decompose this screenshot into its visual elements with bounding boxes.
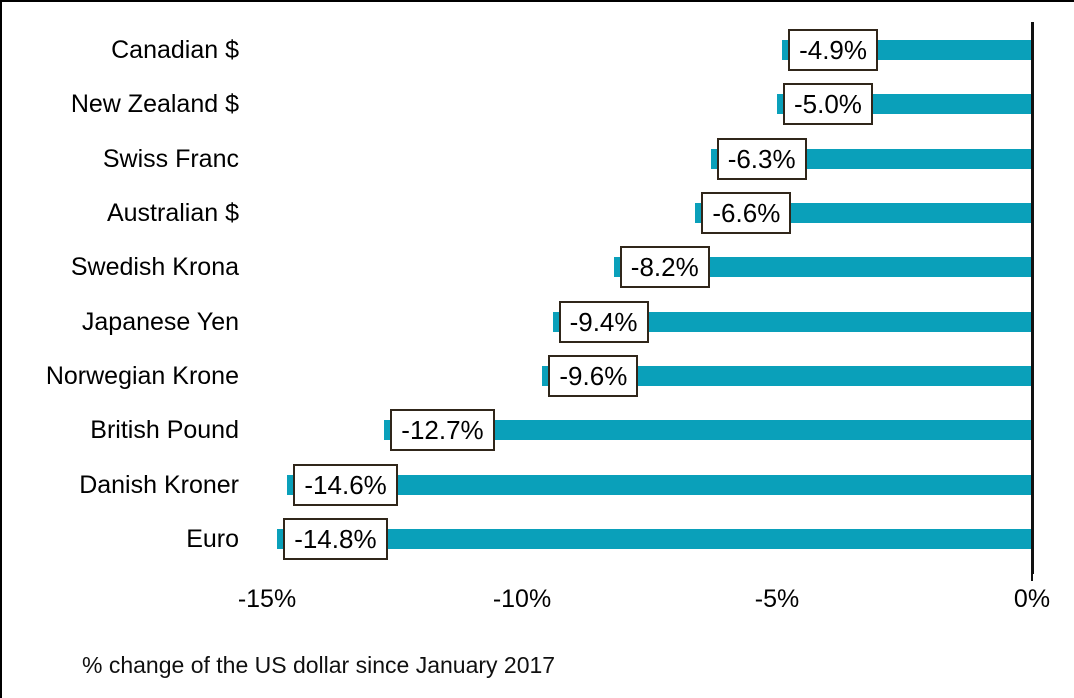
category-label-canadian: Canadian $ (111, 36, 239, 64)
category-label-euro: Euro (186, 524, 239, 553)
category-label-swedish-krona: Swedish Krona (70, 253, 239, 282)
bar-british-pound (384, 420, 1032, 441)
category-label-new-zealand: New Zealand $ (70, 90, 239, 119)
category-label-japanese-yen: Japanese Yen (81, 307, 239, 336)
zero-axis-line (1031, 22, 1034, 574)
category-label-australian: Australian $ (106, 198, 239, 227)
x-tick-15: -15% (237, 585, 297, 613)
zero-axis-tick (1031, 574, 1033, 581)
x-tick-5: -5% (754, 585, 800, 613)
value-label-british-pound: -12.7% (390, 409, 495, 452)
value-label-swedish-krona: -8.2% (619, 246, 710, 289)
x-tick-0: 0% (1013, 585, 1051, 613)
category-label-danish-kroner: Danish Kroner (79, 470, 239, 499)
category-label-norwegian-krone: Norwegian Krone (45, 361, 239, 390)
value-label-euro: -14.8% (283, 517, 388, 560)
chart-caption: % change of the US dollar since January … (82, 652, 556, 678)
bar-swedish-krona (613, 257, 1032, 278)
value-label-swiss-franc: -6.3% (716, 137, 807, 180)
value-label-japanese-yen: -9.4% (558, 300, 649, 343)
bar-euro (277, 528, 1032, 549)
value-label-norwegian-krone: -9.6% (548, 354, 639, 397)
category-label-swiss-franc: Swiss Franc (102, 144, 239, 173)
bar-japanese-yen (552, 311, 1032, 332)
bar-norwegian-krone (542, 365, 1032, 386)
value-label-danish-kroner: -14.6% (293, 463, 398, 506)
value-label-new-zealand: -5.0% (783, 83, 873, 126)
value-label-australian: -6.6% (701, 191, 792, 234)
bar-danish-kroner (287, 474, 1032, 495)
value-label-canadian: -4.9% (788, 29, 879, 71)
category-label-british-pound: British Pound (90, 416, 239, 445)
x-tick-10: -10% (492, 585, 552, 613)
